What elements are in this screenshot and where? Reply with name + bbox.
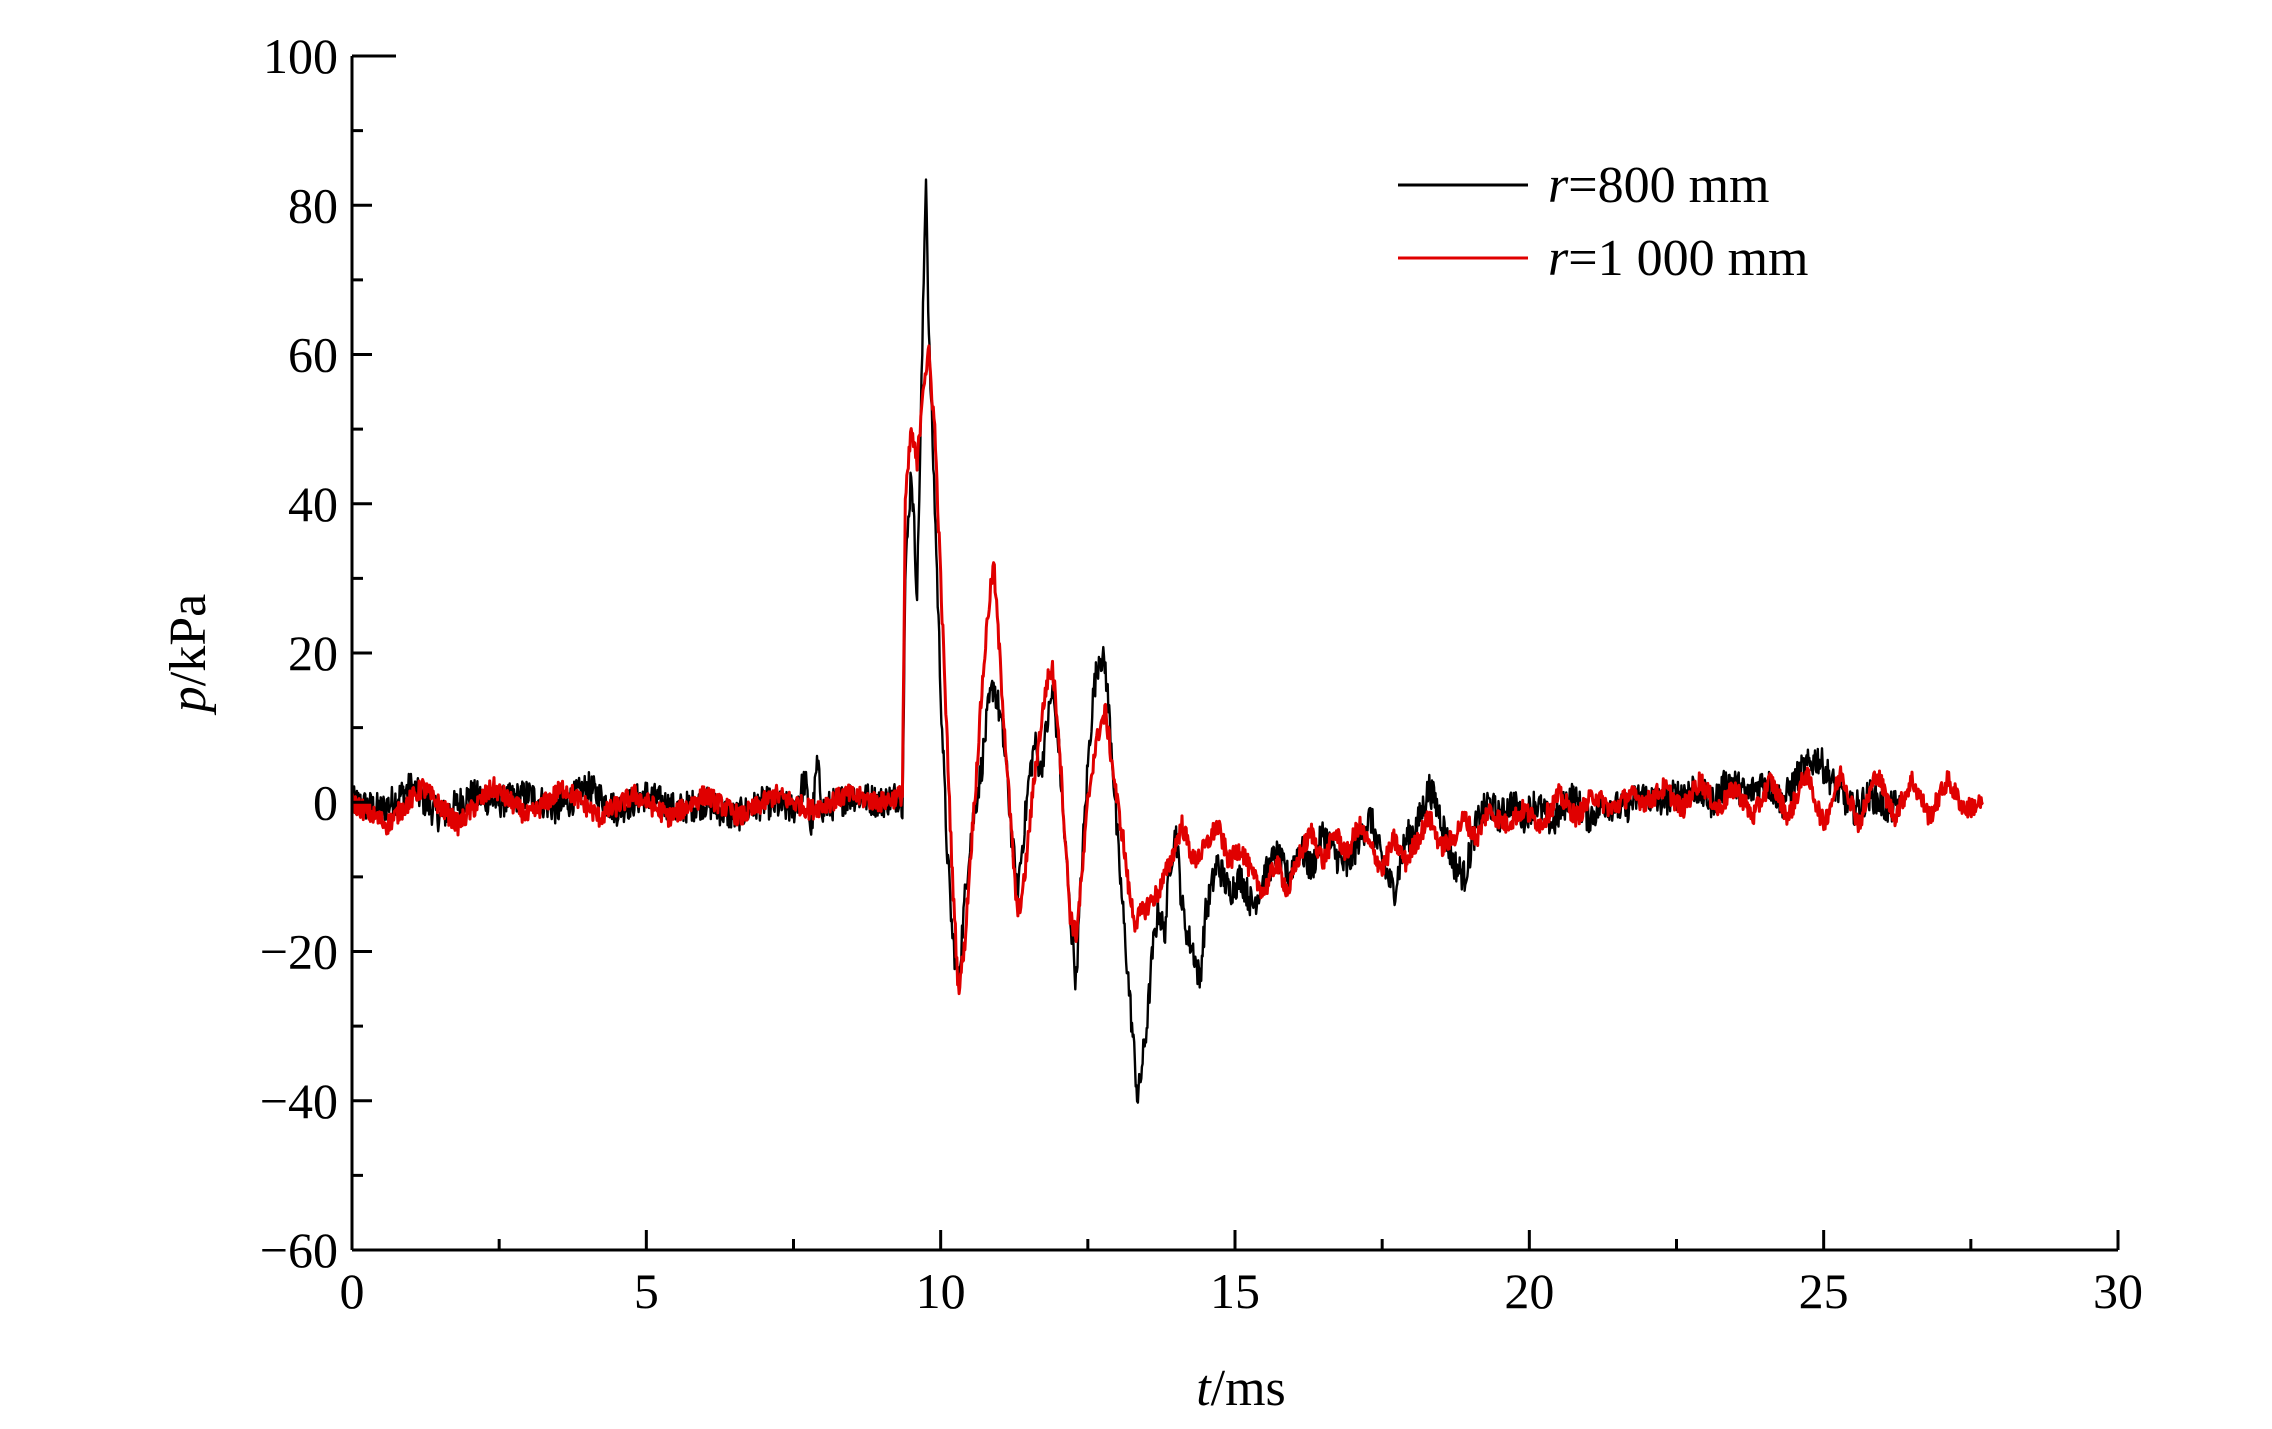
series-line-r800	[350, 178, 1902, 1104]
y-tick-label: 60	[288, 327, 338, 383]
y-tick-label: 0	[313, 774, 338, 830]
x-tick-label: 5	[634, 1263, 659, 1319]
x-tick-label: 30	[2093, 1263, 2143, 1319]
x-tick-label: 15	[1210, 1263, 1260, 1319]
legend-var: r	[1548, 230, 1569, 287]
series-line-r1000	[350, 344, 1984, 996]
legend-text: =800 mm	[1568, 157, 1769, 214]
y-tick-label: 80	[288, 177, 338, 233]
y-tick-label: −40	[260, 1073, 338, 1129]
y-axis-var: p	[160, 686, 217, 716]
y-tick-label: −60	[260, 1222, 338, 1278]
x-tick-label: 0	[340, 1263, 365, 1319]
legend-label: r=800 mm	[1548, 157, 1769, 214]
legend-text: =1 000 mm	[1568, 230, 1808, 287]
legend: r=800 mmr=1 000 mm	[1398, 157, 1808, 287]
legend-label: r=1 000 mm	[1548, 230, 1808, 287]
y-tick-label: 40	[288, 476, 338, 532]
y-tick-label: 20	[288, 625, 338, 681]
legend-var: r	[1548, 157, 1569, 214]
y-tick-label: −20	[260, 924, 338, 980]
x-tick-label: 20	[1504, 1263, 1554, 1319]
x-axis-var: t	[1196, 1360, 1212, 1417]
series-layer	[350, 178, 1984, 1104]
x-axis-title: t/ms	[1196, 1360, 1286, 1417]
y-tick-label: 100	[263, 28, 338, 84]
x-axis-unit: /ms	[1211, 1360, 1286, 1417]
x-tick-label: 25	[1799, 1263, 1849, 1319]
axes-layer: −60 −40 −20 0 20 40 60 80 100 0 5 10 15 20 25 30 t/ms p/k…	[160, 28, 2143, 1417]
y-axis-title: p/kPa	[160, 594, 217, 716]
x-tick-label: 10	[916, 1263, 966, 1319]
y-axis-unit: /kPa	[160, 594, 217, 686]
